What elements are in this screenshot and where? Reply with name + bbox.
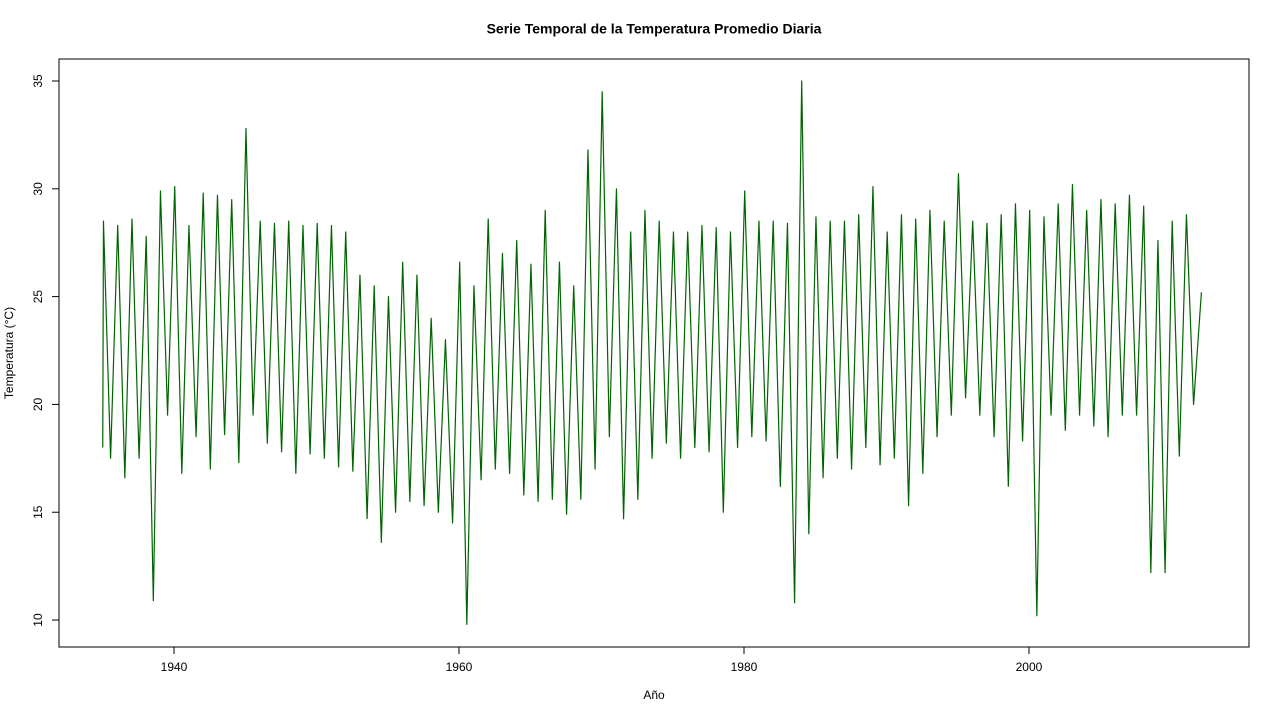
- y-tick-label: 10: [31, 613, 45, 627]
- x-tick-label: 1940: [161, 660, 188, 674]
- y-tick-label: 15: [31, 505, 45, 519]
- x-axis-label: Año: [643, 688, 665, 702]
- chart-title: Serie Temporal de la Temperatura Promedi…: [487, 21, 822, 37]
- y-axis-label: Temperatura (°C): [2, 307, 16, 399]
- x-tick-label: 1960: [446, 660, 473, 674]
- temperature-line: [102, 80, 1203, 625]
- x-tick-label: 1980: [731, 660, 758, 674]
- plot-frame: [58, 58, 1250, 648]
- x-tick-label: 2000: [1016, 660, 1043, 674]
- y-tick-label: 25: [31, 290, 45, 304]
- y-tick-label: 35: [31, 74, 45, 88]
- y-tick-label: 30: [31, 182, 45, 196]
- y-tick-label: 20: [31, 397, 45, 411]
